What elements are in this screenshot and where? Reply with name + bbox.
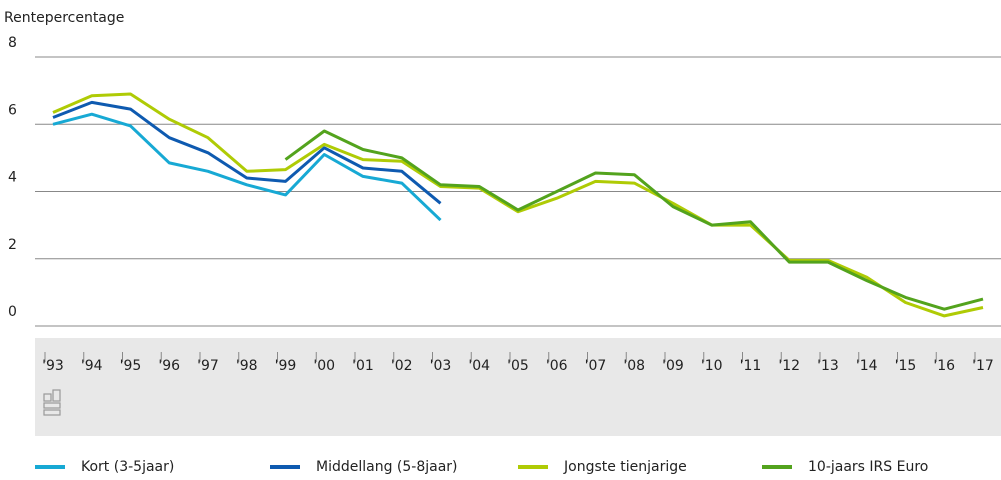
x-tick-label: '16 <box>933 358 955 374</box>
legend-label: Jongste tienjarige <box>563 459 687 475</box>
y-tick-label: 2 <box>8 237 17 253</box>
x-tick-label: '04 <box>468 358 490 374</box>
x-tick-label: '05 <box>507 358 529 374</box>
y-axis-label: Rentepercentage <box>4 10 124 26</box>
x-tick-label: '95 <box>120 358 142 374</box>
y-tick-label: 6 <box>8 102 17 118</box>
series-line <box>52 100 442 205</box>
x-tick-label: '12 <box>778 358 800 374</box>
x-tick-label: '11 <box>740 358 762 374</box>
series-line <box>284 129 984 311</box>
x-tick-label: '03 <box>430 358 452 374</box>
x-tick-label: '07 <box>585 358 607 374</box>
logo <box>43 389 61 416</box>
x-tick-label: '15 <box>895 358 917 374</box>
series-line <box>52 112 442 222</box>
x-tick-label: '01 <box>352 358 374 374</box>
x-tick-label: '00 <box>313 358 335 374</box>
x-tick-label: '98 <box>236 358 258 374</box>
axis-band <box>35 338 1001 436</box>
legend-label: Middellang (5-8jaar) <box>316 459 458 475</box>
y-tick-label: 8 <box>8 35 17 51</box>
x-tick-label: '17 <box>972 358 994 374</box>
x-tick-label: '08 <box>623 358 645 374</box>
legend-label: 10-jaars IRS Euro <box>808 459 928 475</box>
series-line <box>52 92 984 318</box>
y-tick-label: 4 <box>8 170 17 186</box>
x-tick-label: '02 <box>391 358 413 374</box>
x-tick-label: '10 <box>701 358 723 374</box>
x-tick-label: '99 <box>275 358 297 374</box>
x-tick-label: '93 <box>42 358 64 374</box>
x-tick-label: '97 <box>197 358 219 374</box>
x-tick-label: '13 <box>817 358 839 374</box>
x-tick-label: '09 <box>662 358 684 374</box>
x-tick-label: '14 <box>856 358 878 374</box>
legend-label: Kort (3-5jaar) <box>81 459 174 475</box>
x-tick-label: '94 <box>81 358 103 374</box>
x-tick-label: '96 <box>158 358 180 374</box>
x-tick-label: '06 <box>546 358 568 374</box>
y-tick-label: 0 <box>8 304 17 320</box>
